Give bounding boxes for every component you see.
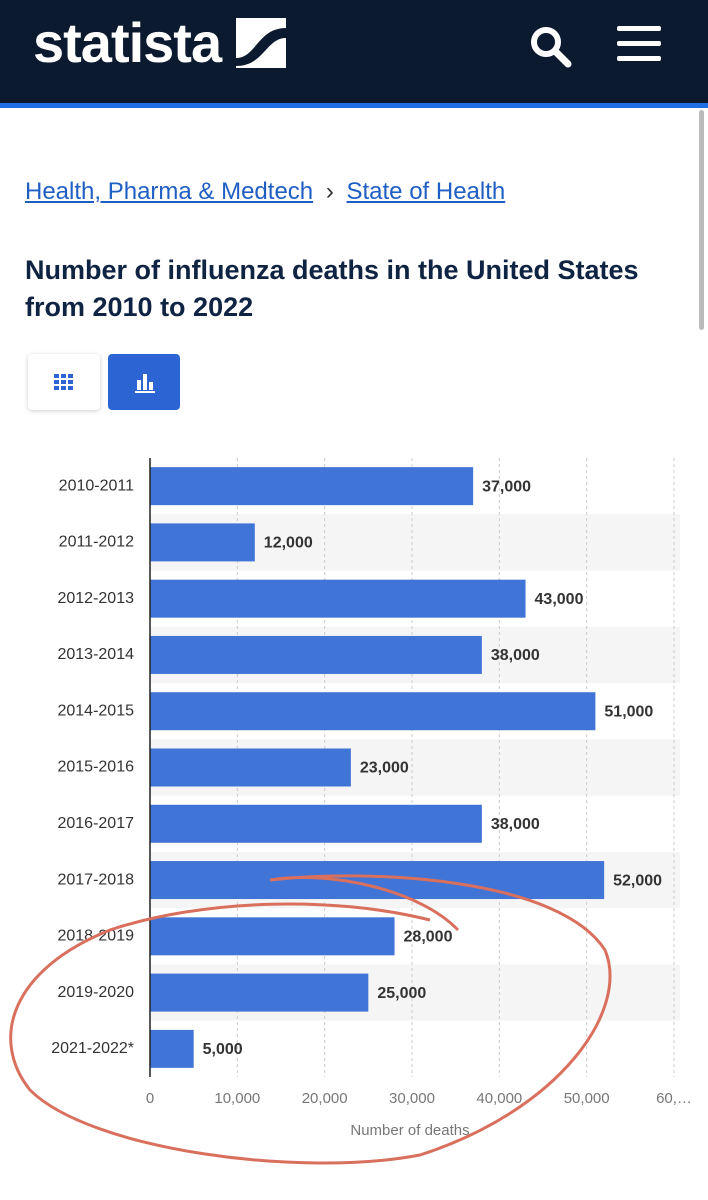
x-tick-label: 40,000 [476,1090,522,1107]
data-label: 5,000 [203,1041,243,1058]
chart-view-button[interactable] [108,354,180,410]
chart-title: Number of influenza deaths in the United… [25,255,639,322]
table-view-button[interactable] [28,354,100,410]
bar [150,804,482,843]
x-tick-label: 0 [146,1090,154,1107]
x-tick-label: 50,000 [564,1090,610,1107]
data-label: 37,000 [482,478,531,495]
data-label: 38,000 [491,647,540,664]
y-tick-label: 2017-2018 [57,871,134,888]
data-label: 25,000 [377,985,426,1002]
menu-icon[interactable] [617,26,661,62]
x-axis-label: Number of deaths [350,1122,469,1139]
logo-icon [236,18,286,68]
y-tick-label: 2011-2012 [59,534,134,551]
data-label: 51,000 [604,703,653,720]
y-tick-label: 2014-2015 [57,702,134,719]
x-tick-label: 10,000 [214,1090,260,1107]
data-label: 28,000 [404,929,453,946]
header: statista [0,0,708,108]
data-label: 12,000 [264,535,313,552]
hand-drawn-annotation [9,874,612,1165]
scrollbar[interactable] [699,110,704,330]
bar [150,917,395,956]
bar [150,861,605,900]
data-label: 52,000 [613,872,662,889]
y-tick-label: 2019-2020 [57,984,134,1001]
bar [150,635,482,674]
bar [150,692,596,731]
x-tick-label: 30,000 [389,1090,435,1107]
breadcrumbs: Health, Pharma & Medtech › State of Heal… [25,178,505,206]
breadcrumb-link[interactable]: Health, Pharma & Medtech [25,178,314,205]
y-tick-label: 2015-2016 [57,759,134,776]
y-tick-label: 2010-2011 [59,477,134,494]
bar [150,1029,194,1068]
data-label: 23,000 [360,760,409,777]
logo[interactable]: statista [33,11,222,74]
y-tick-label: 2013-2014 [57,646,134,663]
search-icon[interactable] [528,24,572,68]
bar [150,523,255,562]
breadcrumb-link[interactable]: State of Health [346,178,506,205]
bar [150,467,474,506]
bar [150,579,526,618]
x-tick-label: 60,… [656,1090,692,1107]
y-tick-label: 2016-2017 [57,815,134,832]
x-tick-label: 20,000 [302,1090,348,1107]
breadcrumb-separator: › [325,178,334,205]
bar [150,748,351,787]
y-tick-label: 2021-2022* [51,1040,134,1057]
data-label: 38,000 [491,816,540,833]
data-label: 43,000 [535,591,584,608]
bar [150,973,369,1012]
y-tick-label: 2012-2013 [57,590,134,607]
